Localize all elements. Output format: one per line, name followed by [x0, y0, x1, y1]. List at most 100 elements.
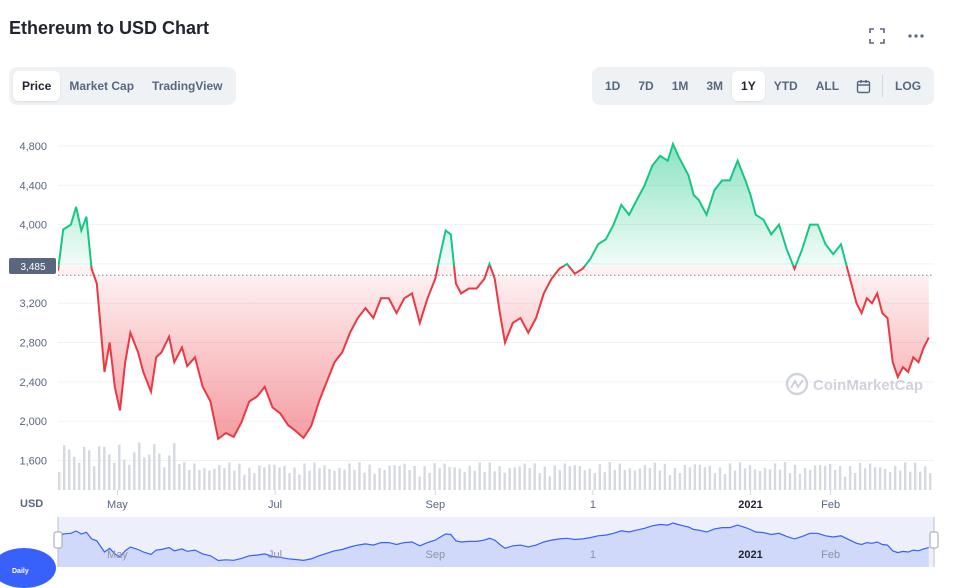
volume-bar: [603, 472, 606, 490]
volume-bar: [673, 467, 677, 490]
volume-bar: [323, 465, 326, 490]
volume-bar: [248, 467, 251, 490]
volume-bar: [448, 466, 451, 490]
volume-bar: [773, 463, 777, 490]
range-1m[interactable]: 1M: [671, 79, 689, 93]
x-tick-label: May: [107, 499, 128, 511]
volume-bar: [373, 473, 376, 490]
volume-bar: [743, 468, 747, 490]
navigator-area: [58, 523, 929, 567]
navigator-tick-label: Sep: [425, 549, 445, 561]
tab-market-cap[interactable]: Market Cap: [69, 79, 135, 93]
volume-bar: [793, 464, 797, 490]
more-dots-icon[interactable]: [906, 26, 926, 46]
volume-bar: [843, 476, 847, 490]
volume-bar: [118, 444, 121, 490]
volume-bar: [103, 446, 106, 490]
tab-tradingview[interactable]: TradingView: [152, 79, 223, 93]
volume-bar: [463, 472, 466, 490]
volume-bar: [238, 463, 241, 490]
volume-bar: [203, 468, 206, 490]
volume-bar: [278, 467, 281, 490]
volume-bar: [363, 472, 366, 490]
y-tick-label: 4,400: [19, 180, 47, 192]
volume-bar: [863, 468, 867, 490]
volume-bar: [533, 463, 536, 490]
volume-bar: [753, 469, 757, 490]
volume-bar: [483, 471, 486, 490]
volume-bar: [904, 462, 907, 490]
log-scale-button[interactable]: LOG: [895, 79, 922, 93]
volume-bar: [914, 462, 917, 490]
volume-bar: [663, 463, 667, 490]
volume-bar: [823, 465, 827, 490]
volume-bar: [558, 469, 561, 490]
volume-bar: [78, 462, 81, 490]
volume-bar: [763, 468, 767, 490]
volume-bar: [73, 456, 76, 490]
x-tick-label: 1: [590, 499, 596, 511]
calendar-icon[interactable]: [848, 71, 879, 101]
volume-bar: [273, 464, 276, 490]
volume-bar: [148, 454, 151, 490]
volume-bar: [878, 467, 882, 490]
volume-bar: [613, 470, 616, 490]
price-chart[interactable]: 1,6002,0002,4002,8003,2003,6004,0004,400…: [0, 0, 954, 575]
price-line-down: [58, 266, 930, 441]
volume-bar: [113, 462, 116, 490]
volume-bar: [618, 463, 621, 490]
volume-bar: [358, 462, 361, 490]
volume-bar: [858, 463, 862, 490]
volume-bar: [183, 462, 186, 490]
volume-bar: [98, 446, 101, 490]
range-all[interactable]: ALL: [815, 79, 840, 93]
volume-bar: [833, 470, 837, 490]
volume-bar: [813, 465, 817, 490]
volume-bar: [493, 471, 496, 490]
volume-bar: [343, 469, 346, 490]
volume-bar: [929, 473, 932, 490]
volume-bar: [58, 472, 61, 490]
y-tick-label: 2,000: [19, 416, 47, 428]
volume-bar: [378, 468, 381, 490]
range-1y[interactable]: 1Y: [732, 71, 765, 101]
daily-badge-label: Daily: [12, 568, 29, 575]
coinmarketcap-watermark: CoinMarketCap: [785, 372, 923, 396]
volume-bar: [198, 469, 201, 490]
volume-bar: [418, 476, 421, 490]
volume-bar: [178, 464, 181, 490]
volume-bar: [653, 462, 657, 490]
volume-bar: [633, 470, 637, 490]
volume-bar: [193, 463, 196, 490]
volume-bar: [353, 469, 356, 490]
range-3m[interactable]: 3M: [706, 79, 724, 93]
daily-badge[interactable]: Daily: [0, 548, 56, 588]
volume-bar: [458, 468, 461, 490]
volume-bar: [488, 462, 491, 490]
volume-bar: [523, 463, 526, 490]
volume-bar: [218, 465, 221, 490]
reference-label: 3,485: [20, 262, 45, 273]
volume-bar: [818, 465, 822, 490]
y-tick-label: 3,200: [19, 298, 47, 310]
volume-bar: [128, 464, 131, 490]
volume-bar: [158, 453, 161, 490]
range-1d[interactable]: 1D: [605, 79, 621, 93]
volume-bar: [868, 463, 872, 490]
volume-bar: [443, 463, 446, 490]
volume-bar: [123, 459, 126, 490]
volume-bar: [733, 470, 737, 490]
navigator[interactable]: May Jul Sep 1 2021 Feb: [53, 517, 939, 567]
navigator-handle-left[interactable]: [53, 531, 63, 549]
fullscreen-icon[interactable]: [867, 26, 887, 46]
volume-bar: [553, 465, 556, 490]
navigator-handle-right[interactable]: [929, 531, 939, 549]
range-7d[interactable]: 7D: [638, 79, 654, 93]
volume-bar: [768, 469, 772, 490]
volume-bar: [408, 470, 411, 490]
price-line-up: [58, 141, 848, 266]
range-ytd[interactable]: YTD: [773, 79, 798, 93]
tab-price[interactable]: Price: [13, 71, 61, 101]
volume-bar: [338, 468, 341, 490]
volume-bar: [788, 473, 792, 490]
